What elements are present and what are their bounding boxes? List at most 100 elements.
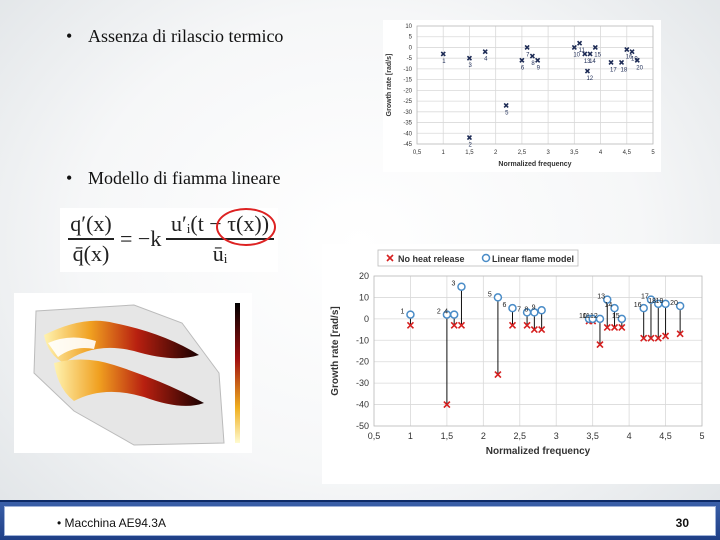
data-label-6: 6 (521, 65, 525, 71)
point-label-1: 1 (400, 309, 404, 316)
y-tick-label: -20 (356, 357, 369, 367)
no-heat-point-8-stroke (530, 326, 538, 334)
point-label-2: 2 (437, 309, 441, 316)
no-heat-point-20 (676, 330, 684, 338)
linear-point-4 (449, 310, 459, 319)
no-heat-point-13-stroke (603, 323, 611, 331)
y-tick-label: 20 (359, 271, 369, 281)
footer-bullet: • (57, 516, 62, 530)
y-tick-label: 0 (409, 45, 413, 51)
data-label-2: 2 (468, 143, 472, 149)
data-point-6-stroke (519, 57, 525, 63)
flame-core (48, 337, 96, 357)
time-delay-highlight-circle (216, 208, 276, 246)
no-heat-point-7 (523, 321, 531, 329)
y-tick-label: 0 (364, 314, 369, 324)
y-tick-label: -25 (403, 99, 412, 105)
data-label-11: 11 (579, 48, 586, 54)
data-point-4 (482, 49, 488, 55)
data-point-20 (634, 57, 640, 63)
point-label-9: 9 (532, 304, 536, 311)
y-tick-label: 10 (359, 292, 369, 302)
data-label-19: 19 (631, 57, 638, 63)
legend-marker-no-heat (386, 254, 394, 262)
linear-point-1 (406, 310, 415, 319)
no-heat-point-18 (654, 334, 662, 342)
no-heat-point-1 (406, 321, 415, 329)
x-tick-label: 4 (627, 431, 632, 441)
x-tick-label: 0,5 (368, 431, 381, 441)
bullet-marker: • (66, 26, 73, 46)
point-label-14: 14 (605, 302, 613, 309)
footer-bar: • Macchina AE94.3A 30 (0, 500, 720, 540)
data-label-7: 7 (526, 52, 530, 58)
x-tick-label: 2,5 (518, 150, 527, 156)
data-label-15: 15 (594, 52, 601, 58)
point-label-10: 10 (579, 313, 587, 320)
data-point-1 (440, 51, 446, 57)
data-point-5-stroke (503, 102, 509, 108)
formula-lhs-numerator: q′(x) (70, 211, 112, 236)
data-label-4: 4 (484, 57, 488, 63)
x-tick-label: 1,5 (441, 431, 454, 441)
data-point-3-stroke (466, 55, 473, 61)
y-tick-label: -35 (403, 121, 412, 127)
data-point-8 (529, 53, 535, 59)
y-tick-label: -45 (403, 142, 412, 148)
x-tick-label: 2 (494, 150, 498, 156)
x-tick-label: 4,5 (659, 431, 672, 441)
y-tick-label: 10 (405, 24, 412, 30)
data-label-9: 9 (537, 65, 541, 71)
no-heat-point-15 (618, 323, 626, 331)
no-heat-point-4 (450, 321, 458, 329)
linear-point-19 (661, 299, 670, 309)
y-tick-label: -15 (403, 78, 412, 84)
y-tick-label: -5 (407, 56, 413, 62)
data-point-17 (608, 59, 614, 66)
x-tick-label: 1,5 (465, 150, 474, 156)
no-heat-point-20-stroke (676, 330, 684, 338)
data-label-3: 3 (468, 63, 472, 69)
linear-point-13 (602, 295, 612, 304)
y-tick-label: -40 (356, 400, 369, 410)
point-label-15: 15 (612, 313, 620, 320)
no-heat-point-14 (610, 323, 619, 331)
data-label-10: 10 (573, 52, 580, 58)
colorbar (235, 303, 240, 443)
data-point-14-stroke (587, 51, 593, 57)
no-heat-point-19-stroke (661, 332, 670, 340)
point-label-6: 6 (502, 302, 506, 309)
data-point-18 (618, 59, 625, 66)
point-label-11: 11 (583, 313, 590, 320)
no-heat-point-17 (647, 334, 655, 342)
point-label-4: 4 (444, 309, 448, 316)
no-heat-point-2 (443, 401, 451, 409)
no-heat-point-4-stroke (450, 321, 458, 329)
no-heat-point-12 (596, 341, 604, 349)
x-tick-label: 1 (442, 150, 446, 156)
chart-legend: No heat release Linear flame model (377, 249, 579, 267)
no-heat-point-5-stroke (494, 371, 502, 379)
data-point-3 (466, 55, 473, 61)
linear-point-12 (595, 314, 605, 324)
data-point-13 (582, 51, 588, 57)
flame-heat-release-map (14, 293, 252, 453)
x-tick-label: 3,5 (570, 150, 579, 156)
linear-point-8 (530, 308, 539, 317)
data-point-9 (535, 57, 541, 63)
data-point-13-stroke (582, 51, 588, 57)
linear-point-16 (639, 303, 648, 313)
legend-marker-no-heat-stroke (386, 254, 394, 262)
data-label-18: 18 (621, 67, 628, 73)
data-label-14: 14 (589, 59, 596, 65)
flame-lower (54, 359, 204, 406)
data-label-20: 20 (636, 65, 643, 71)
linear-point-9 (537, 306, 546, 315)
linear-point-3 (457, 282, 466, 291)
no-heat-point-6 (508, 321, 517, 329)
data-label-13: 13 (584, 59, 591, 65)
formula-lhs-denominator: q̄(x) (72, 241, 110, 266)
data-point-11 (577, 40, 583, 46)
point-label-8: 8 (524, 306, 528, 313)
legend-box (377, 249, 579, 267)
